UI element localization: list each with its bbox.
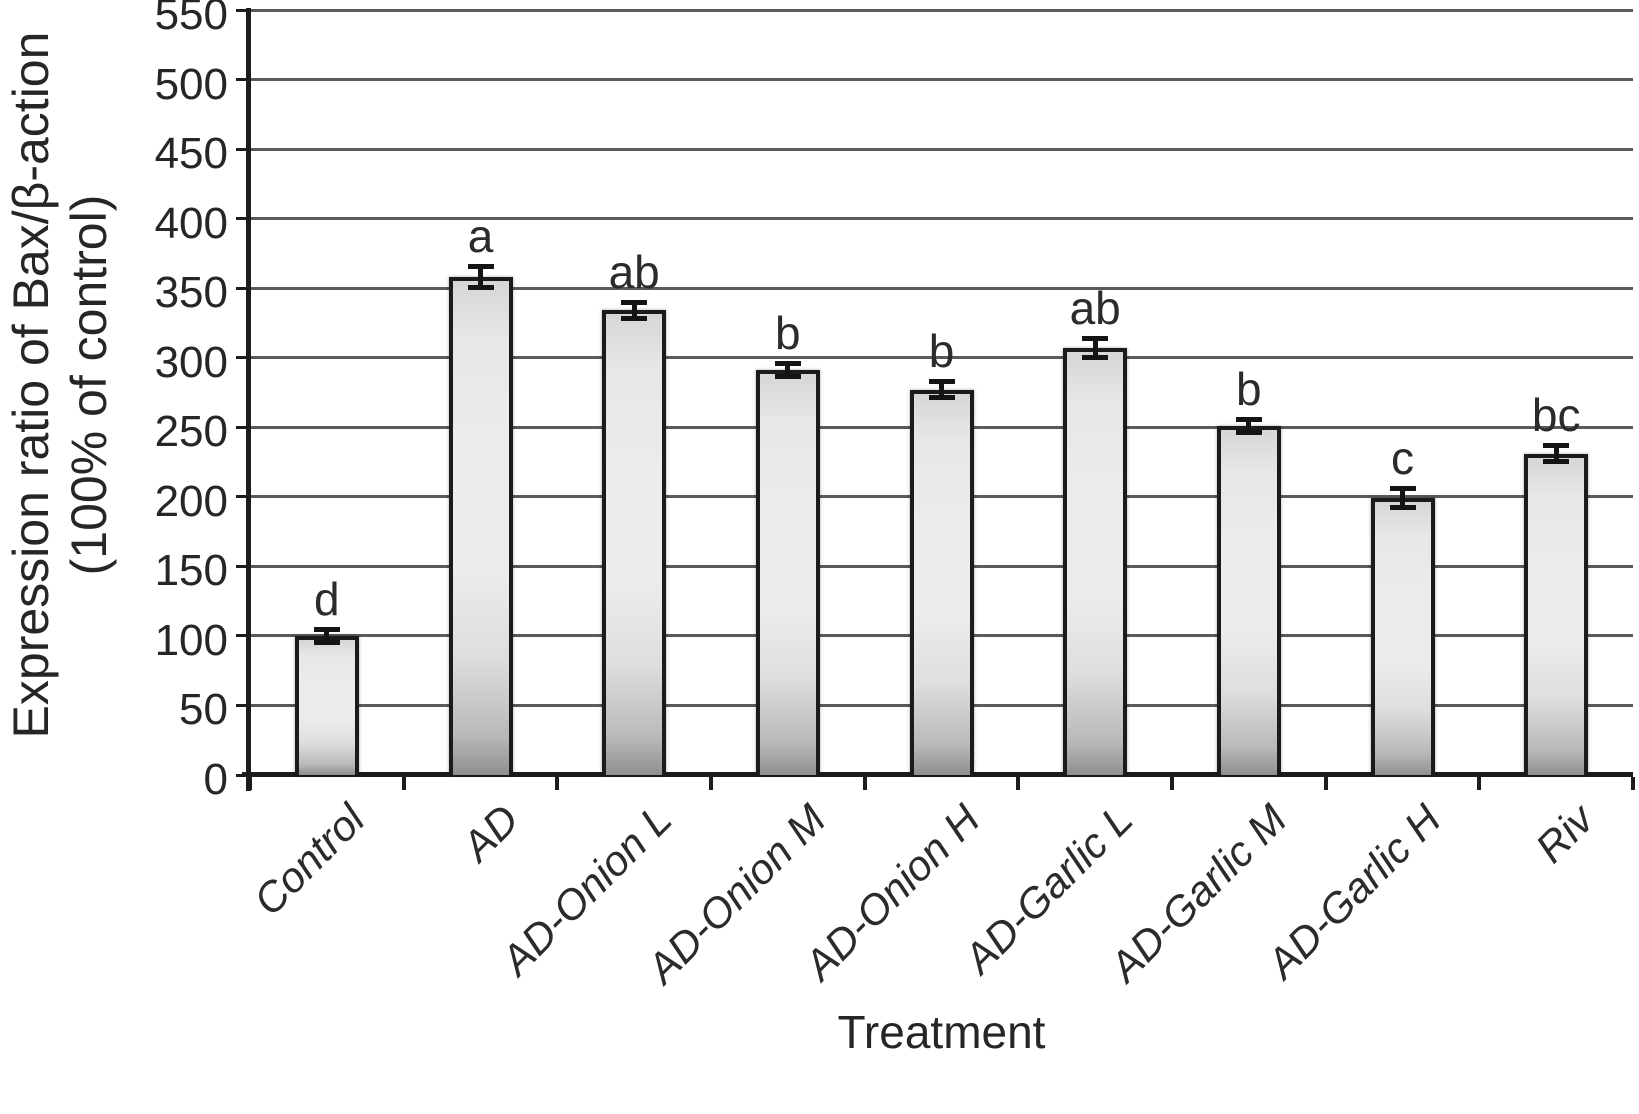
significance-letter: b	[928, 325, 955, 378]
significance-letter: ab	[608, 246, 660, 299]
y-tick-label: 400	[154, 198, 228, 248]
gridline	[250, 78, 1633, 82]
y-tick-label: 550	[154, 0, 228, 39]
error-bar-top-cap	[1543, 443, 1570, 449]
y-tick-mark	[236, 495, 250, 499]
significance-letter: d	[314, 572, 340, 625]
y-tick-label: 50	[179, 685, 228, 735]
error-bar-bottom-cap	[621, 315, 648, 321]
error-bar-line	[478, 265, 483, 289]
y-tick-mark	[236, 78, 250, 82]
error-bar-bottom-cap	[313, 639, 340, 645]
x-tick-mark	[555, 777, 560, 790]
bar	[602, 310, 667, 775]
error-bar-top-cap	[1235, 416, 1262, 422]
bar	[1524, 453, 1589, 775]
y-tick-mark	[236, 564, 250, 568]
y-tick-label: 150	[154, 546, 228, 596]
error-bar-top-cap	[774, 361, 801, 367]
y-tick-mark	[236, 773, 250, 777]
y-axis-title-line1: Expression ratio of Bax/β-action	[3, 31, 59, 739]
bar	[1370, 498, 1435, 775]
y-tick-mark	[236, 147, 250, 151]
y-tick-mark	[236, 356, 250, 360]
x-tick-mark	[1016, 777, 1021, 790]
x-tick-mark	[248, 777, 252, 790]
error-bar-top-cap	[1082, 336, 1109, 342]
y-tick-mark	[236, 217, 250, 221]
error-bar-bottom-cap	[928, 395, 955, 401]
error-bar-line	[631, 302, 637, 319]
gridline	[250, 8, 1633, 12]
y-tick-label: 100	[154, 615, 228, 665]
significance-letter: bc	[1531, 389, 1581, 442]
y-tick-label: 500	[154, 59, 228, 109]
y-tick-mark	[236, 425, 250, 429]
gridline	[250, 147, 1633, 151]
error-bar-top-cap	[621, 300, 648, 306]
significance-letter: c	[1391, 432, 1414, 485]
x-tick-mark	[862, 777, 867, 790]
y-tick-label: 350	[154, 268, 228, 318]
gridline	[250, 356, 1633, 360]
gridline	[250, 286, 1633, 290]
y-tick-label: 450	[154, 129, 228, 179]
x-tick-mark	[401, 777, 406, 790]
bar	[294, 635, 359, 775]
bar	[755, 370, 820, 775]
bar	[448, 277, 513, 775]
x-tick-mark	[1170, 777, 1174, 790]
gridline	[250, 217, 1633, 221]
error-bar-bottom-cap	[467, 285, 494, 291]
error-bar-bottom-cap	[774, 374, 801, 380]
error-bar-top-cap	[467, 263, 494, 269]
error-bar-bottom-cap	[1082, 354, 1109, 360]
error-bar-bottom-cap	[1389, 504, 1416, 510]
x-tick-mark	[1323, 777, 1328, 790]
error-bar-bottom-cap	[1543, 459, 1570, 465]
error-bar-bottom-cap	[1235, 429, 1262, 435]
significance-letter: ab	[1069, 282, 1121, 335]
significance-letter: b	[775, 307, 801, 360]
x-axis-title: Treatment	[837, 1006, 1046, 1058]
y-tick-label: 250	[154, 407, 228, 457]
y-tick-label: 200	[154, 476, 228, 526]
bar	[1063, 347, 1128, 775]
x-tick-mark	[709, 777, 713, 790]
x-tick-mark	[1477, 777, 1482, 790]
y-tick-mark	[236, 634, 250, 638]
error-bar-line	[324, 628, 330, 643]
error-bar-line	[1246, 418, 1252, 433]
error-bar-line	[785, 363, 791, 378]
bar	[1216, 425, 1281, 775]
error-bar-line	[1092, 338, 1098, 358]
significance-letter: b	[1236, 362, 1262, 415]
y-tick-mark	[236, 703, 250, 707]
y-tick-label: 300	[154, 337, 228, 387]
error-bar-top-cap	[313, 626, 340, 632]
x-tick-mark	[1631, 777, 1635, 790]
y-tick-mark	[236, 286, 250, 290]
error-bar-line	[939, 381, 944, 399]
y-tick-label: 0	[203, 755, 228, 804]
error-bar-top-cap	[928, 379, 955, 385]
significance-letter: a	[467, 209, 494, 262]
error-bar-line	[1400, 488, 1405, 508]
y-axis-line	[246, 8, 251, 791]
bar	[909, 389, 974, 775]
error-bar-top-cap	[1389, 486, 1416, 492]
y-tick-mark	[236, 8, 250, 12]
error-bar-line	[1553, 445, 1559, 463]
